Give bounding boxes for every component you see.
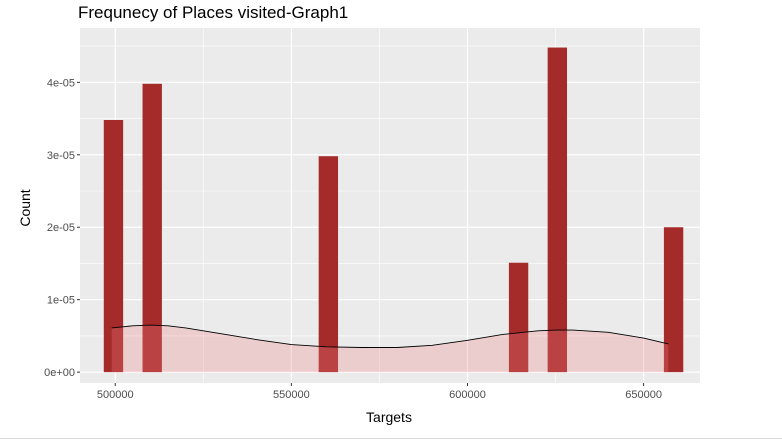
x-tick-label: 500000: [97, 389, 134, 401]
y-axis: 0e+00 1e-05 2e-05 3e-05 4e-05: [44, 77, 80, 379]
histogram-bar: [103, 120, 124, 373]
y-tick-label: 1e-05: [47, 295, 75, 307]
x-tick-label: 550000: [273, 389, 310, 401]
x-tick-label: 650000: [625, 389, 662, 401]
y-tick-label: 4e-05: [47, 77, 75, 89]
histogram-bar: [663, 227, 684, 373]
density-area: [111, 325, 669, 373]
density-line: [111, 324, 669, 348]
x-axis: 500000 550000 600000 650000: [97, 383, 662, 401]
x-tick-label: 600000: [449, 389, 486, 401]
bars-layer: [103, 47, 684, 373]
y-axis-label: Count: [17, 189, 33, 226]
plot-panel: [80, 28, 700, 383]
histogram-bar: [142, 83, 162, 373]
y-tick-label: 2e-05: [47, 222, 75, 234]
density-layer: [111, 324, 669, 373]
histogram-bar: [547, 47, 568, 373]
y-tick-label: 3e-05: [47, 150, 75, 162]
bottom-divider: [0, 438, 782, 439]
grid-minor: [80, 28, 700, 383]
y-tick-label: 0e+00: [44, 367, 75, 379]
chart-title: Frequnecy of Places visited-Graph1: [78, 3, 349, 22]
x-axis-label: Targets: [366, 409, 412, 425]
histogram-bar: [318, 156, 339, 373]
histogram-bar: [508, 262, 529, 373]
